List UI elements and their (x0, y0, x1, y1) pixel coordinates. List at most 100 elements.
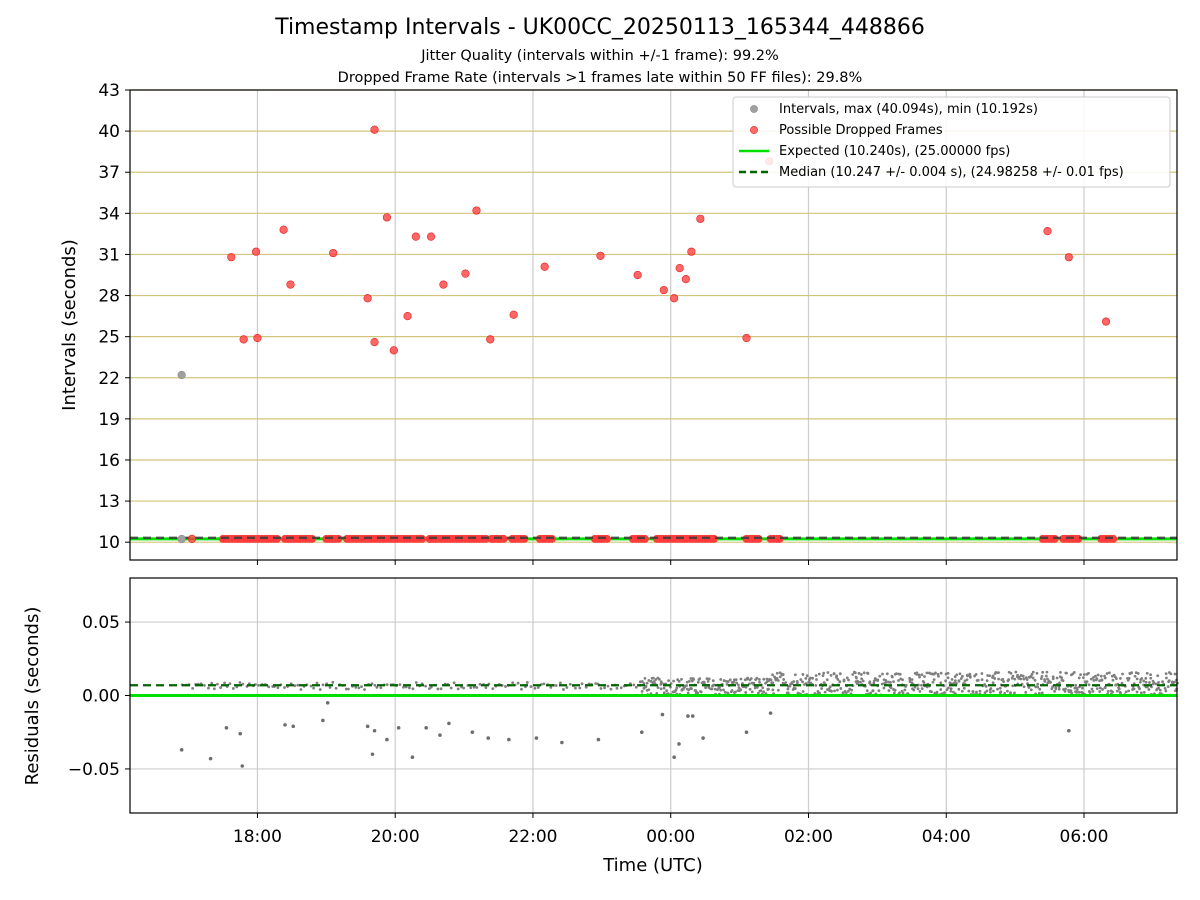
residual-band-point (881, 672, 884, 676)
residual-band-point (411, 687, 415, 691)
residuals-x-tick-label: 18:00 (233, 827, 282, 847)
residual-outlier-point (701, 736, 705, 740)
residual-band-point (839, 687, 843, 690)
residual-band-point (1149, 676, 1153, 680)
residual-band-point (991, 681, 995, 685)
residual-outlier-point (396, 726, 401, 730)
residual-band-point (312, 686, 316, 690)
residual-band-point (1142, 690, 1146, 694)
residual-band-point (379, 686, 383, 690)
residual-band-point (1043, 679, 1047, 683)
residual-band-point (939, 688, 943, 691)
intervals-y-ticks: 10 13 16 19 22 25 28 31 34 37 40 43 (98, 81, 130, 553)
residual-band-point (811, 676, 814, 680)
residual-band-point (755, 685, 759, 689)
residual-band-point (931, 680, 935, 684)
dropped-frame-point (742, 333, 751, 343)
residual-band-point (984, 685, 988, 688)
residual-band-point (1140, 677, 1144, 680)
residual-band-point (357, 686, 361, 690)
residual-band-point (1087, 683, 1091, 687)
dropped-frame-point (370, 125, 379, 134)
residual-band-point (1007, 678, 1011, 682)
residuals-x-tick-label: 00:00 (646, 827, 695, 847)
residual-band-point (309, 684, 313, 688)
legend-intervals-label: Intervals, max (40.094s), min (10.192s) (779, 102, 1038, 117)
residual-band-point (992, 689, 995, 693)
residual-band-point (954, 679, 957, 683)
residual-band-point (1019, 677, 1023, 681)
residual-band-point (775, 671, 779, 675)
residual-band-point (1075, 688, 1079, 692)
residual-band-point (654, 678, 658, 681)
residual-band-point (449, 686, 453, 690)
residual-band-point (963, 679, 967, 683)
dropped-frame-point (426, 232, 436, 241)
residuals-plot: 0.05 0.00 −0.05 18:00 20:00 22:00 00:00 02:00 0… (22, 577, 1179, 876)
residual-outlier-point (660, 712, 665, 717)
residual-band-point (216, 682, 219, 686)
residual-outlier-point (291, 724, 296, 729)
dropped-frame-point (509, 310, 518, 319)
residual-band-point (1088, 691, 1092, 694)
residual-band-point (491, 687, 495, 691)
residual-band-point (1064, 687, 1067, 691)
residual-band-point (660, 681, 663, 685)
intervals-y-tick-label: 31 (98, 245, 120, 265)
residual-outlier-point (596, 737, 601, 742)
residual-band-point (1154, 682, 1158, 686)
residual-band-point (869, 691, 873, 695)
residual-band-point (726, 680, 730, 683)
residual-band-point (1006, 689, 1009, 693)
residual-band-point (647, 688, 651, 692)
residual-band-point (228, 682, 232, 686)
dropped-frame-point (670, 294, 679, 303)
residual-band-point (1119, 677, 1122, 680)
residual-outlier-point (486, 736, 490, 740)
residual-band-point (318, 688, 322, 691)
residual-band-point (334, 686, 338, 690)
residual-band-point (801, 680, 804, 684)
residual-band-point (520, 687, 523, 691)
residual-band-point (757, 678, 761, 681)
residual-band-point (1139, 691, 1143, 695)
residual-band-point (876, 678, 880, 682)
residual-band-point (991, 674, 995, 678)
residual-band-point (805, 674, 809, 678)
intervals-plot: 10 13 16 19 22 25 28 31 34 37 40 43 Intervals (seco… (59, 81, 1178, 565)
residual-band-point (781, 673, 785, 676)
residual-band-point (1111, 678, 1115, 682)
residual-band-point (1145, 671, 1149, 675)
residual-band-point (504, 685, 507, 688)
residual-band-point (1119, 691, 1123, 695)
residual-band-point (898, 672, 902, 676)
residual-band-point (719, 688, 723, 692)
dropped-frame-point (253, 333, 262, 343)
residual-band-point (756, 691, 760, 695)
residual-band-point (1060, 676, 1064, 680)
residual-band-point (853, 671, 857, 675)
residual-band-point (328, 686, 332, 689)
residual-band-point (536, 686, 540, 689)
residual-band-point (549, 685, 553, 689)
residual-band-point (647, 679, 651, 682)
residual-band-point (1157, 681, 1160, 684)
intervals-plot-frame (129, 89, 1178, 561)
residual-band-point (1038, 687, 1042, 691)
residual-band-point (739, 688, 743, 692)
residual-band-point (212, 687, 216, 691)
residual-outlier-point (447, 721, 451, 726)
residual-band-point (672, 679, 676, 683)
residual-band-point (652, 680, 656, 683)
residual-band-point (1163, 686, 1167, 690)
residual-band-point (814, 674, 818, 677)
residual-band-point (1166, 685, 1170, 688)
residual-band-point (814, 683, 818, 687)
residual-band-point (1120, 681, 1124, 685)
residual-band-point (1094, 678, 1098, 682)
residual-band-point (1019, 674, 1023, 677)
residual-band-point (375, 685, 379, 689)
residual-band-point (1040, 691, 1044, 695)
residual-band-point (1089, 677, 1093, 681)
residual-band-point (821, 674, 825, 678)
